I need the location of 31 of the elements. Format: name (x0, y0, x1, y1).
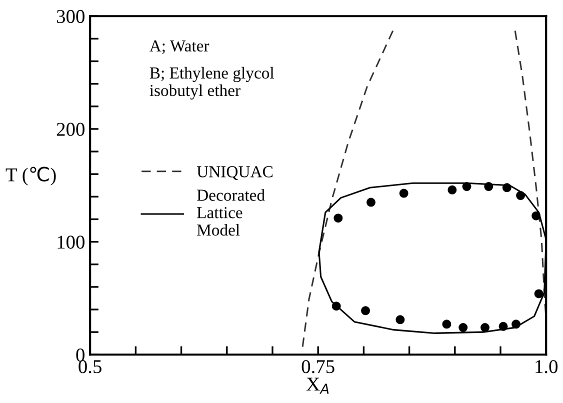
legend-label: UNIQUAC (196, 166, 272, 180)
point (399, 188, 408, 198)
point (498, 322, 508, 331)
point (516, 191, 526, 200)
point (462, 182, 472, 192)
point (480, 323, 490, 332)
point (532, 211, 541, 220)
point (442, 320, 452, 329)
point (396, 315, 405, 324)
x-tick-label: 0.75 (302, 360, 334, 374)
point (334, 214, 343, 223)
x-tick-label: 1.0 (536, 360, 558, 374)
y-tick-label: 0 (76, 348, 84, 362)
annotation: B; Ethylene glycol isobutyl ether (150, 66, 274, 100)
annotation: A; Water (150, 40, 210, 54)
point (512, 320, 521, 329)
y-axis-title: T (℃) (6, 166, 56, 186)
y-tick-label: 100 (58, 236, 84, 249)
point (484, 182, 494, 192)
point (534, 289, 544, 298)
point (448, 185, 457, 194)
point (458, 323, 468, 332)
point (502, 183, 512, 192)
point (332, 302, 341, 311)
x-axis-title: X$_{A}$ (306, 378, 329, 394)
point (366, 198, 376, 207)
y-tick-label: 300 (56, 10, 84, 24)
x-tick-label: 0.5 (78, 360, 102, 374)
point (361, 306, 370, 316)
legend-label: Decorated Lattice Model (197, 189, 265, 236)
y-tick-label: 200 (56, 122, 84, 136)
